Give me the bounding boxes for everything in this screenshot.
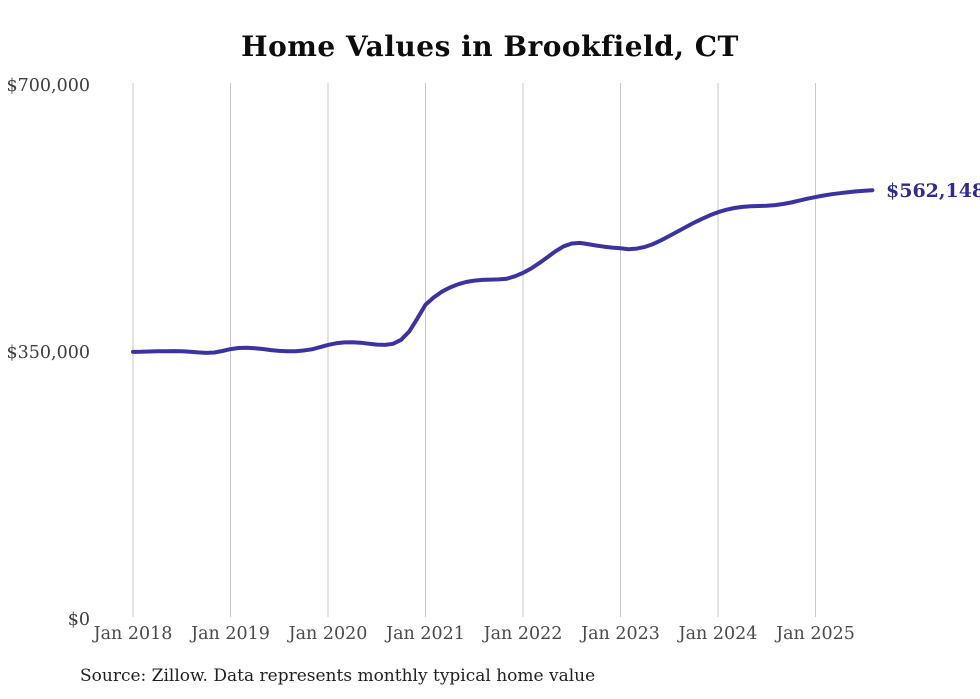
x-tick-label: Jan 2020 [287,624,368,644]
x-tick-label: Jan 2019 [189,624,270,644]
y-tick-label: $700,000 [6,76,90,96]
x-tick-label: Jan 2022 [482,624,563,644]
source-note: Source: Zillow. Data represents monthly … [80,666,596,686]
y-tick-label: $350,000 [6,343,90,363]
x-tick-label: Jan 2024 [677,624,758,644]
y-tick-label: $0 [68,610,90,630]
latest-value-label: $562,148 [886,180,980,202]
x-tick-label: Jan 2018 [92,624,173,644]
x-tick-label: Jan 2025 [774,624,855,644]
chart-title: Home Values in Brookfield, CT [241,30,739,63]
x-tick-label: Jan 2021 [384,624,465,644]
home-value-line [131,188,875,355]
x-tick-label: Jan 2023 [579,624,660,644]
